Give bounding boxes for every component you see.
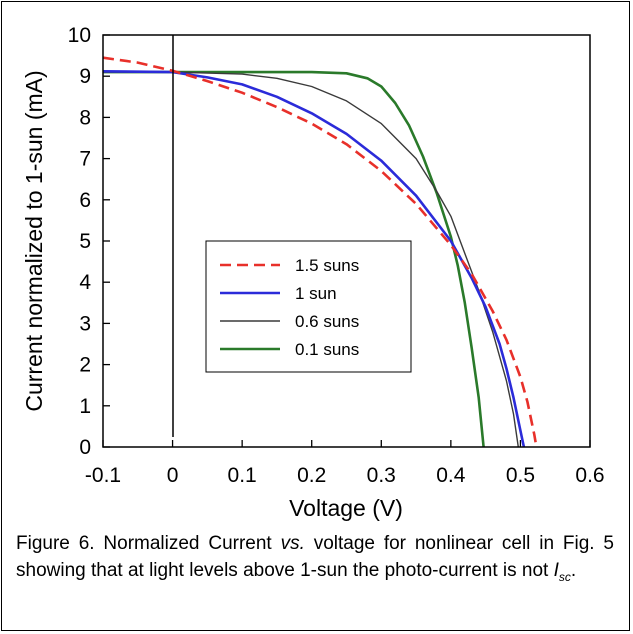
x-tick-label: 0.4: [436, 464, 466, 487]
y-tick-label: 10: [68, 24, 91, 47]
x-tick-label: 0.2: [297, 464, 326, 487]
y-tick-label: 9: [79, 65, 91, 88]
caption-middle: voltage for nonlinear cell in Fig. 5 sho…: [16, 533, 614, 581]
x-tick-label: 0: [167, 464, 179, 487]
series-line-0-6-suns: [103, 71, 519, 448]
y-tick-label: 8: [79, 106, 91, 129]
legend-label: 1 sun: [295, 284, 337, 303]
series-line-0-1-suns: [103, 70, 485, 448]
series-layer: [102, 56, 538, 448]
x-tick-label: 0.5: [506, 464, 535, 487]
y-tick-label: 7: [79, 148, 91, 171]
caption-prefix: Figure 6. Normalized Current: [16, 533, 281, 554]
series-line-1-5-suns: [102, 56, 538, 448]
x-tick-label: 0.3: [367, 464, 396, 487]
y-tick-label: 6: [79, 189, 91, 212]
caption-end: .: [570, 560, 577, 581]
caption-vs: vs.: [280, 533, 305, 554]
y-axis-label: Current normalized to 1-sun (mA): [21, 70, 47, 411]
x-tick-label: -0.1: [85, 464, 121, 487]
figure-caption: Figure 6. Normalized Current vs. voltage…: [16, 530, 614, 591]
y-tick-label: 5: [79, 230, 91, 253]
legend-label: 0.6 suns: [295, 312, 359, 331]
legend-label: 0.1 suns: [295, 340, 359, 359]
x-tick-label: 0.1: [228, 464, 257, 487]
caption-isc-sub: sc: [558, 569, 571, 584]
y-tick-label: 0: [79, 436, 91, 459]
y-tick-label: 1: [79, 395, 91, 418]
y-tick-label: 3: [79, 312, 91, 335]
caption-isc: I: [553, 560, 559, 581]
legend: 1.5 suns 1 sun 0.6 suns 0.1 suns: [205, 240, 412, 373]
legend-label: 1.5 suns: [295, 256, 359, 275]
y-tick-label: 2: [79, 354, 91, 377]
tick-layer: -0.1 0 0.1 0.2 0.3 0.4 0.5 0.6 0 1 2 3 4 5 6 7 8 9 10: [68, 24, 605, 487]
plot-area: [102, 34, 591, 448]
x-tick-label: 0.6: [575, 464, 604, 487]
series-line-1-sun: [102, 70, 526, 448]
legend-items: 1.5 suns 1 sun 0.6 suns 0.1 suns: [220, 256, 359, 359]
x-axis-label: Voltage (V): [289, 495, 403, 521]
y-tick-label: 4: [79, 271, 91, 294]
